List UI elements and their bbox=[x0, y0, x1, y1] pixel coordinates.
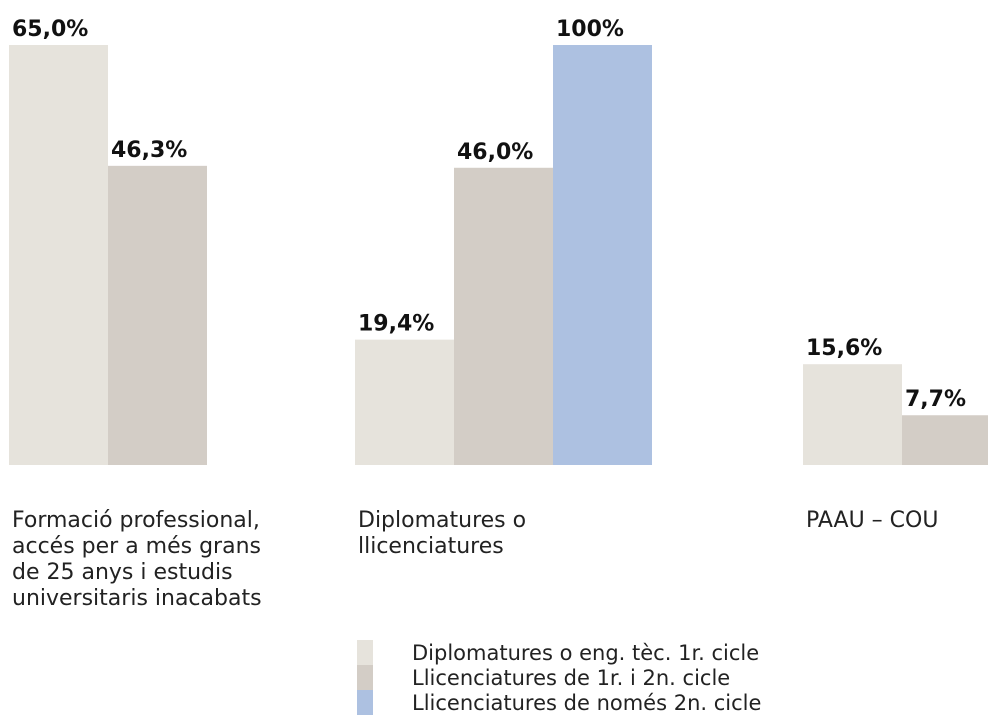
category-label: Formació professional, accés per a més g… bbox=[12, 508, 262, 611]
legend-swatch bbox=[357, 665, 373, 690]
bar bbox=[9, 45, 108, 465]
value-label: 65,0% bbox=[12, 17, 88, 42]
bar bbox=[355, 339, 454, 465]
value-label: 46,3% bbox=[111, 138, 187, 163]
legend-label: Llicenciatures de 1r. i 2n. cicle bbox=[412, 666, 730, 690]
legend-swatch bbox=[357, 640, 373, 665]
bar bbox=[803, 364, 902, 465]
value-label: 46,0% bbox=[457, 140, 533, 165]
value-label: 19,4% bbox=[358, 312, 434, 337]
bar bbox=[902, 415, 988, 465]
value-label: 100% bbox=[556, 17, 624, 42]
category-label: PAAU – COU bbox=[806, 508, 939, 533]
category-label: Diplomatures o llicenciatures bbox=[358, 508, 527, 559]
legend-label: Llicenciatures de només 2n. cicle bbox=[412, 691, 761, 715]
bar bbox=[454, 167, 553, 465]
bar bbox=[553, 45, 652, 465]
value-label: 7,7% bbox=[905, 387, 966, 412]
legend-label: Diplomatures o eng. tèc. 1r. cicle bbox=[412, 641, 759, 665]
value-label: 15,6% bbox=[806, 336, 882, 361]
legend-swatch bbox=[357, 690, 373, 715]
bar bbox=[108, 165, 207, 465]
plot-area bbox=[9, 45, 988, 465]
